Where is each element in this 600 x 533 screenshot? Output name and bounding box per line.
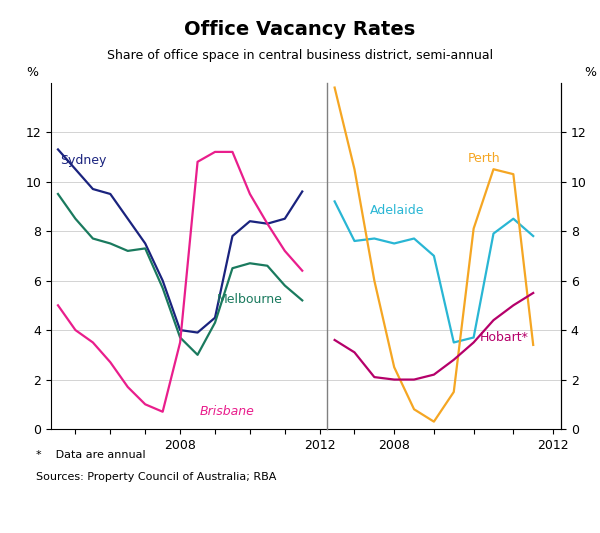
Text: Brisbane: Brisbane xyxy=(199,406,254,418)
Text: Adelaide: Adelaide xyxy=(370,204,425,217)
Text: Perth: Perth xyxy=(467,152,500,165)
Text: *    Data are annual: * Data are annual xyxy=(36,450,146,461)
Text: %: % xyxy=(584,66,596,79)
Text: Melbourne: Melbourne xyxy=(217,293,283,306)
Text: Sources: Property Council of Australia; RBA: Sources: Property Council of Australia; … xyxy=(36,472,277,482)
Text: Hobart*: Hobart* xyxy=(479,331,529,344)
Text: Office Vacancy Rates: Office Vacancy Rates xyxy=(184,20,416,39)
Text: Sydney: Sydney xyxy=(60,154,106,167)
Text: Share of office space in central business district, semi-annual: Share of office space in central busines… xyxy=(107,50,493,62)
Text: %: % xyxy=(26,66,38,79)
